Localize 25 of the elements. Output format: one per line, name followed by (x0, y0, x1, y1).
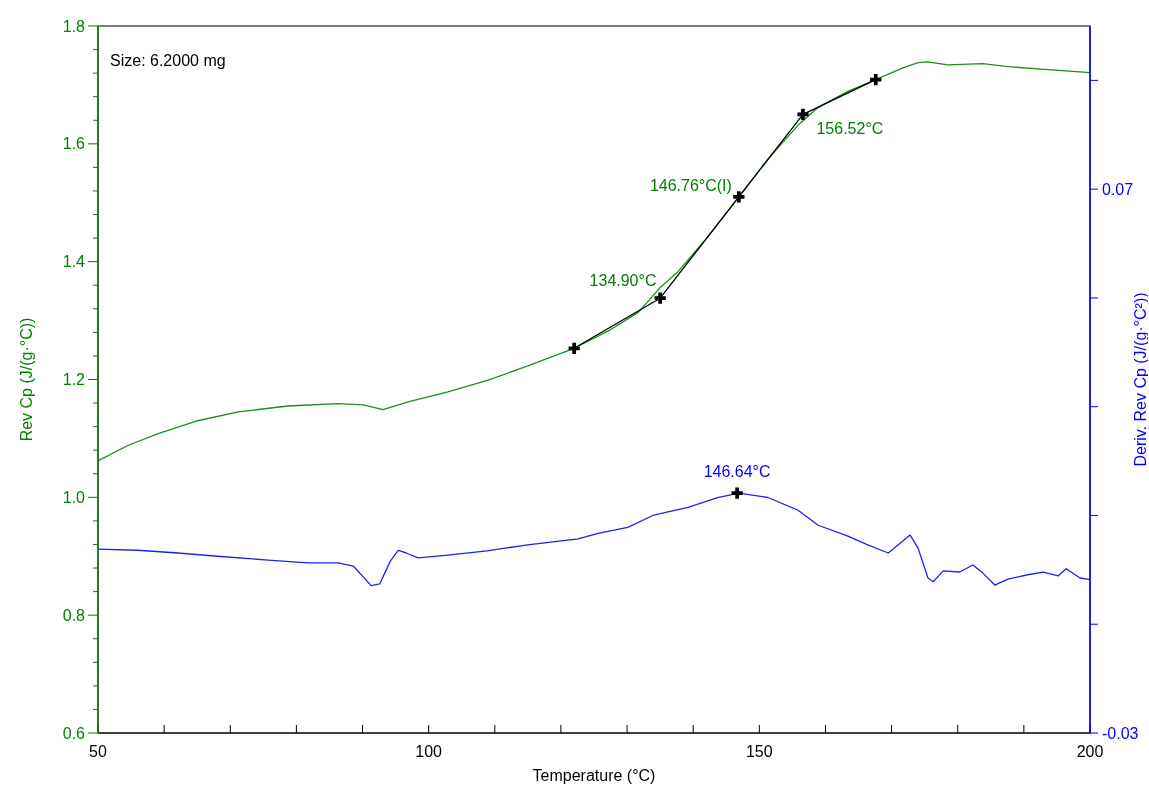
x-tick-label: 100 (415, 743, 443, 760)
point (733, 191, 745, 203)
point (568, 342, 580, 354)
y-tick-label: 1.8 (62, 17, 86, 35)
y-tick-label: 1.6 (62, 135, 86, 153)
x-tick-label: 50 (89, 743, 107, 760)
x-tick-label: 150 (745, 743, 773, 760)
y2-tick-label: 0.07 (1102, 180, 1134, 198)
y-tick-label: 1.2 (62, 371, 86, 389)
annotation: 156.52°C (816, 120, 884, 138)
annotation: 146.76°C(I) (649, 176, 732, 194)
point (654, 292, 666, 304)
annotation: Size: 6.2000 mg (110, 52, 226, 69)
annotation: 134.90°C (589, 272, 657, 290)
x-tick-label: 200 (1076, 743, 1104, 760)
y-tick-label: 0.6 (62, 724, 86, 742)
point (797, 108, 809, 120)
y-axis-title: Rev Cp (J/(g·°C)) (18, 317, 35, 442)
y-tick-label: 1.4 (62, 253, 86, 271)
y-tick-label: 0.8 (62, 606, 86, 624)
y2-tick-label: -0.03 (1102, 724, 1139, 742)
annotation: 146.64°C (703, 463, 771, 481)
point (870, 74, 882, 86)
x-axis-title: Temperature (°C) (532, 767, 656, 784)
y-tick-label: 1.0 (62, 488, 86, 506)
